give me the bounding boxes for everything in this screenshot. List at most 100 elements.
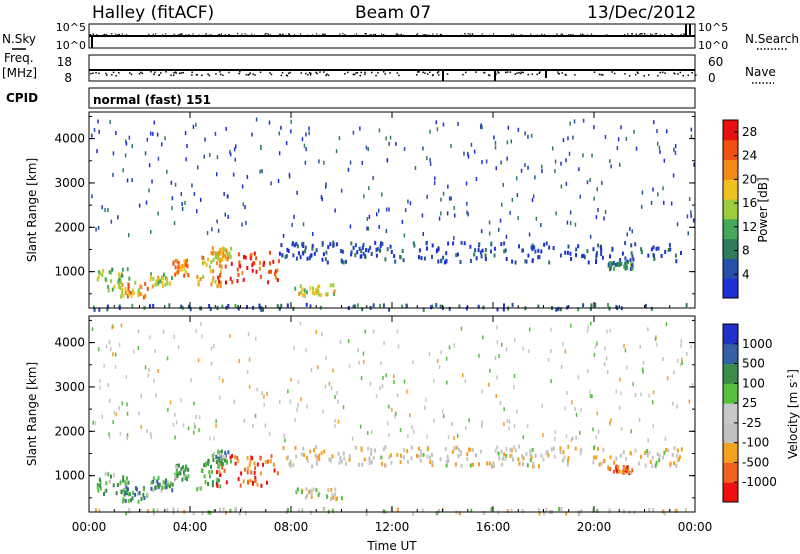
echo-cell	[226, 252, 229, 257]
echo-cell	[332, 283, 335, 288]
echo-cell	[422, 232, 424, 236]
echo-cell	[542, 433, 544, 438]
echo-cell	[381, 461, 384, 466]
echo-cell	[263, 402, 265, 407]
echo-cell	[419, 449, 422, 454]
echo-cell	[142, 295, 145, 300]
echo-cell	[437, 259, 440, 264]
echo-cell	[171, 482, 174, 487]
echo-cell	[157, 280, 160, 285]
echo-cell	[640, 250, 643, 255]
echo-cell	[126, 433, 129, 438]
nsearch-dot	[205, 33, 207, 35]
echo-cell	[480, 254, 483, 259]
nave-dot	[259, 71, 262, 73]
echo-cell	[278, 306, 281, 311]
echo-cell	[122, 478, 125, 483]
echo-cell	[613, 266, 616, 271]
echo-cell	[500, 160, 502, 165]
nave-dot	[175, 72, 177, 74]
echo-cell	[131, 496, 134, 501]
echo-cell	[482, 335, 484, 340]
nave-dot	[446, 73, 449, 75]
echo-cell	[312, 286, 314, 291]
echo-cell	[119, 278, 122, 283]
echo-cell	[313, 251, 316, 256]
echo-cell	[266, 480, 268, 485]
echo-cell	[376, 247, 379, 252]
echo-cell	[654, 463, 657, 468]
echo-cell	[146, 286, 149, 291]
echo-cell	[455, 445, 458, 450]
echo-cell	[230, 261, 233, 266]
echo-cell	[113, 410, 115, 415]
echo-cell	[110, 279, 113, 284]
nave-dot	[305, 72, 307, 75]
echo-cell	[105, 344, 108, 349]
echo-cell	[111, 267, 114, 272]
echo-cell	[92, 420, 94, 425]
nave-dot	[475, 71, 477, 73]
nave-dot	[353, 73, 356, 76]
nsearch-dot	[92, 33, 94, 35]
echo-cell	[382, 509, 385, 514]
echo-cell	[570, 323, 572, 328]
nave-dot	[179, 72, 181, 75]
echo-cell	[131, 178, 133, 183]
echo-cell	[315, 488, 318, 493]
echo-cell	[597, 446, 599, 451]
echo-cell	[209, 510, 212, 515]
echo-cell	[429, 455, 432, 460]
nsearch-dot	[417, 33, 419, 35]
echo-cell	[514, 448, 517, 453]
echo-cell	[246, 470, 249, 475]
nave-dot	[228, 71, 230, 74]
echo-cell	[208, 304, 211, 308]
echo-cell	[118, 277, 120, 282]
echo-cell	[665, 322, 668, 327]
y-tick-label: 4000	[54, 132, 85, 146]
echo-cell	[567, 136, 569, 141]
echo-cell	[174, 265, 177, 270]
nave-dot	[316, 72, 318, 75]
nave-dot	[118, 72, 120, 74]
echo-cell	[616, 262, 619, 267]
echo-cell	[241, 222, 243, 227]
freq-frame	[88, 54, 696, 82]
nsearch-dot	[208, 34, 210, 36]
nave-dot	[195, 74, 198, 76]
echo-cell	[488, 231, 491, 236]
echo-cell	[195, 415, 197, 420]
echo-cell	[146, 492, 149, 497]
echo-cell	[467, 212, 469, 217]
echo-cell	[127, 499, 130, 503]
echo-cell	[332, 368, 334, 373]
echo-cell	[238, 260, 241, 265]
echo-cell	[644, 303, 647, 308]
echo-cell	[180, 398, 182, 403]
nsearch-dot	[236, 33, 239, 35]
echo-cell	[639, 344, 641, 349]
echo-cell	[219, 284, 222, 289]
echo-cell	[192, 511, 195, 516]
nave-dot	[182, 71, 184, 74]
echo-cell	[424, 405, 426, 410]
echo-cell	[130, 291, 133, 296]
echo-cell	[406, 389, 408, 394]
echo-cell	[254, 475, 257, 480]
echo-cell	[106, 307, 109, 312]
nsearch-dot	[642, 34, 645, 37]
echo-cell	[680, 447, 683, 452]
echo-cell	[150, 275, 153, 280]
echo-cell	[246, 305, 248, 309]
echo-cell	[666, 376, 669, 381]
nave-dot	[112, 71, 115, 74]
nsearch-dot	[372, 34, 374, 36]
echo-cell	[220, 449, 223, 454]
colorbar-swatch	[723, 139, 738, 161]
echo-cell	[259, 274, 262, 279]
colorbar-swatch	[723, 482, 738, 503]
nsearch-dot	[631, 33, 633, 35]
echo-cell	[157, 484, 160, 489]
y-tick-label: 1000	[54, 265, 85, 279]
